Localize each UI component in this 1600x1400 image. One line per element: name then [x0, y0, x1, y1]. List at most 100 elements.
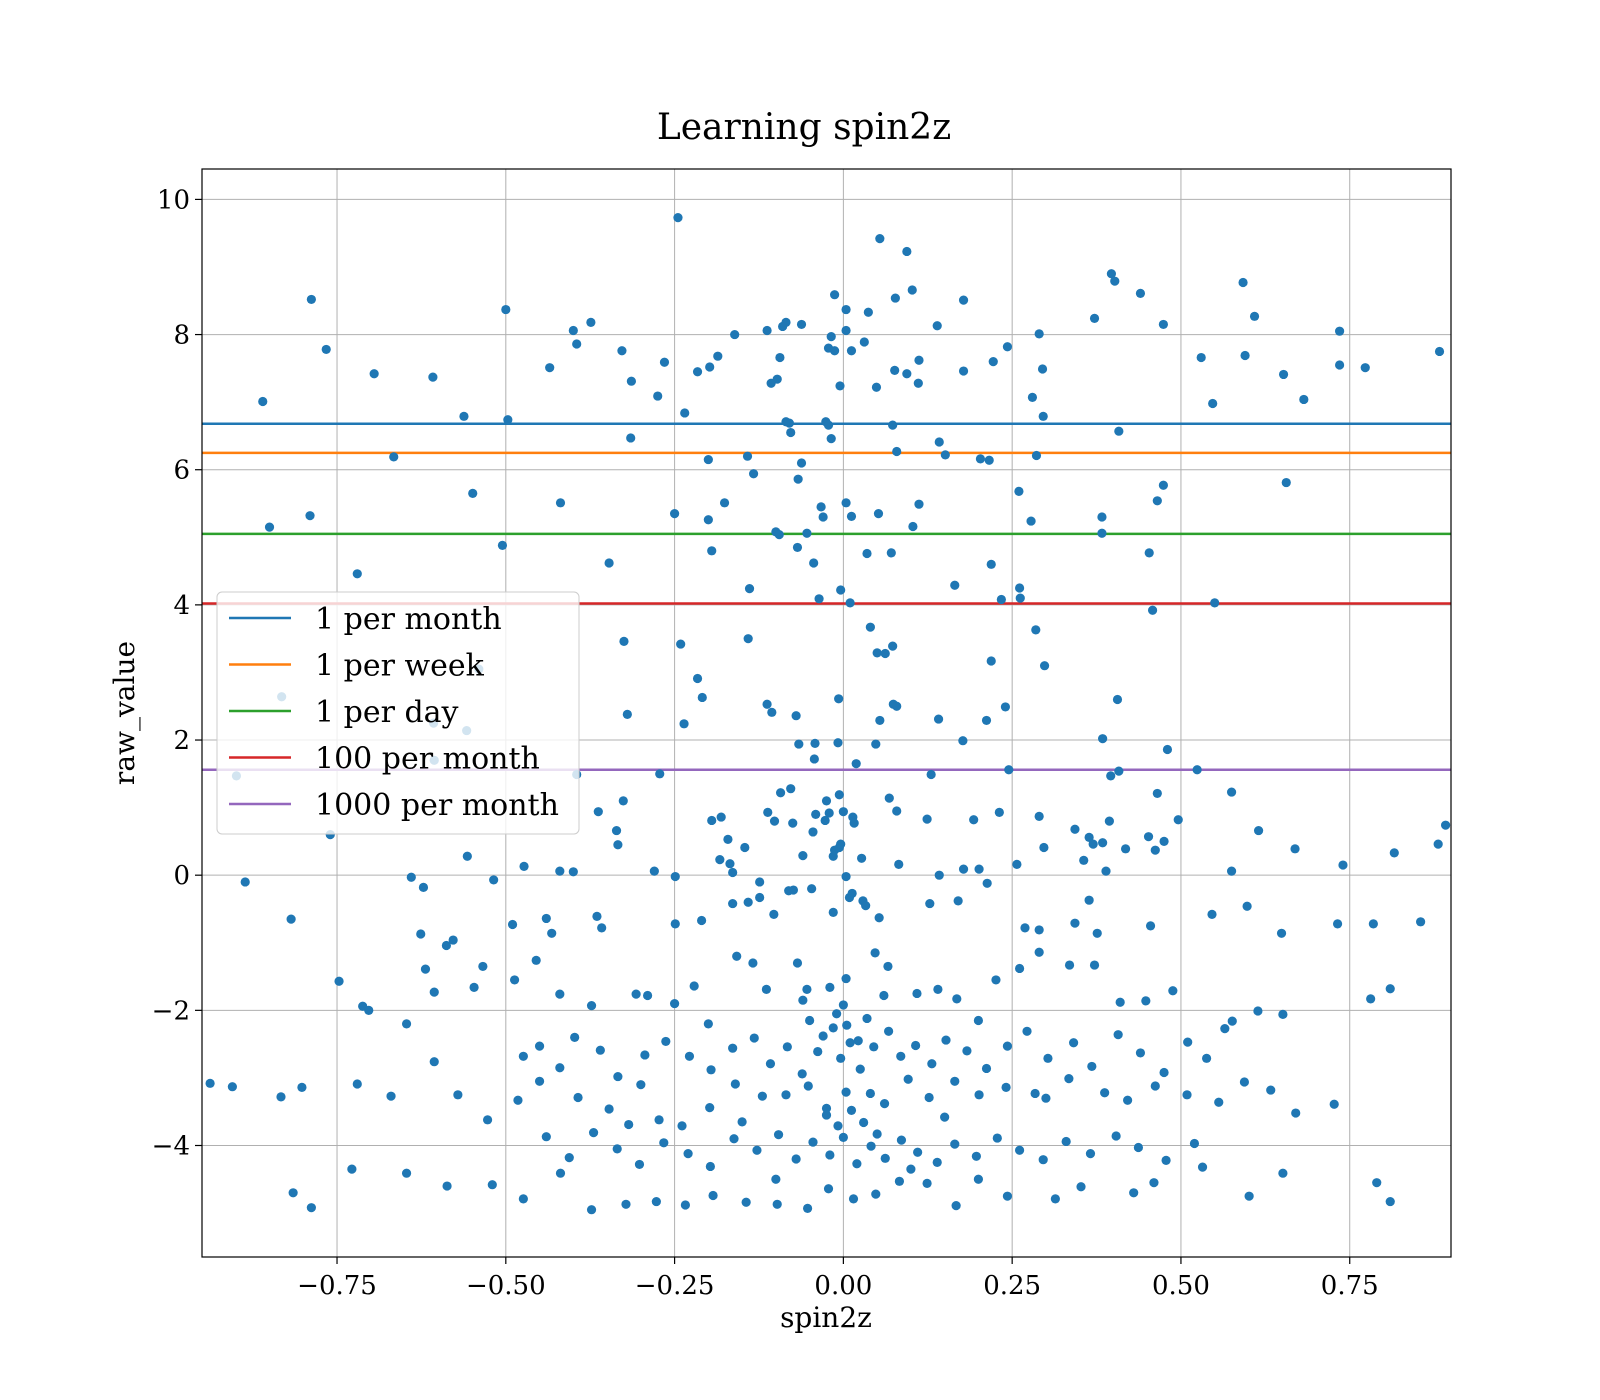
data-point — [1115, 997, 1125, 1007]
data-point — [1037, 364, 1048, 374]
data-point — [708, 1190, 718, 1201]
data-point — [847, 888, 857, 899]
data-point — [996, 594, 1006, 605]
data-point — [1385, 984, 1395, 994]
data-point — [1291, 1108, 1301, 1118]
data-point — [838, 1000, 848, 1010]
data-point — [1004, 765, 1014, 775]
data-point — [880, 648, 890, 659]
data-point — [541, 913, 551, 924]
data-point — [555, 989, 565, 999]
data-point — [459, 411, 469, 421]
data-point — [1335, 360, 1345, 370]
data-point — [846, 1105, 857, 1115]
data-point — [851, 759, 861, 769]
data-point — [1145, 921, 1156, 931]
data-point — [846, 346, 857, 356]
data-point — [838, 807, 848, 817]
data-point — [592, 911, 602, 922]
data-point — [469, 982, 479, 992]
data-point — [1114, 766, 1124, 776]
plot-frame — [201, 168, 1452, 1258]
data-point — [670, 871, 680, 882]
data-point — [757, 1091, 767, 1101]
data-point — [586, 1001, 597, 1011]
data-point — [1031, 625, 1041, 635]
data-point — [428, 372, 438, 382]
data-point — [1189, 1138, 1200, 1149]
data-point — [1100, 1088, 1110, 1098]
data-point — [771, 1174, 781, 1184]
data-point — [861, 900, 871, 911]
data-point — [1088, 839, 1098, 849]
data-point — [927, 1059, 937, 1069]
data-point — [1385, 1196, 1395, 1207]
data-point — [406, 872, 416, 882]
data-point — [797, 1069, 807, 1079]
data-point — [1106, 269, 1117, 279]
data-point — [673, 213, 683, 223]
data-point — [531, 955, 541, 965]
data-point — [1210, 598, 1220, 608]
data-point — [1168, 986, 1178, 996]
data-point — [903, 1074, 913, 1084]
data-point — [883, 961, 893, 972]
data-point — [1120, 844, 1131, 854]
data-point — [1239, 1077, 1250, 1087]
data-point — [742, 451, 753, 461]
data-point — [1014, 583, 1025, 593]
data-point — [297, 1082, 307, 1092]
data-point — [1202, 1053, 1212, 1063]
axis-ticks: −0.75 −0.50 −0.25 0.00 0.25 0.50 0.75 −4 −2 0 2 4 6 8… — [152, 185, 1379, 1301]
data-point — [741, 1197, 751, 1207]
data-point — [369, 369, 379, 379]
data-point — [879, 1098, 890, 1109]
data-point — [744, 584, 755, 594]
data-point — [669, 998, 680, 1009]
data-point — [697, 915, 707, 926]
data-point — [1014, 1145, 1025, 1155]
data-point — [865, 622, 875, 632]
data-point — [1266, 1085, 1276, 1095]
data-point — [884, 1026, 894, 1036]
data-point — [934, 437, 944, 447]
data-point — [865, 1088, 875, 1099]
data-point — [933, 984, 943, 994]
data-point — [518, 1194, 528, 1204]
data-point — [306, 294, 316, 305]
data-point — [1158, 319, 1168, 330]
data-point — [974, 864, 984, 874]
data-point — [1299, 394, 1309, 405]
data-point — [1064, 1073, 1074, 1084]
y-tick-label: −2 — [152, 996, 190, 1026]
data-point — [950, 1139, 960, 1149]
data-point — [1162, 744, 1173, 755]
data-point — [886, 548, 896, 558]
data-point — [1111, 1131, 1121, 1141]
data-point — [611, 825, 622, 836]
data-point — [1087, 1061, 1097, 1072]
data-point — [859, 1117, 869, 1128]
data-point — [833, 1121, 843, 1131]
data-point — [849, 818, 859, 828]
y-tick-label: 0 — [173, 861, 190, 891]
data-point — [836, 839, 846, 849]
data-point — [1192, 765, 1202, 775]
data-point — [1278, 369, 1289, 380]
data-point — [1197, 1162, 1208, 1172]
data-point — [788, 818, 798, 828]
data-point — [838, 1132, 848, 1142]
data-point — [743, 897, 753, 907]
data-point — [932, 321, 942, 331]
data-point — [896, 1135, 907, 1145]
data-point — [705, 362, 715, 372]
data-point — [762, 699, 772, 709]
data-point — [389, 452, 399, 462]
data-point — [555, 1063, 565, 1073]
data-point — [821, 1110, 832, 1120]
data-point — [1220, 1023, 1230, 1034]
data-point — [841, 498, 851, 508]
data-point — [716, 812, 726, 822]
data-point — [624, 1119, 634, 1130]
